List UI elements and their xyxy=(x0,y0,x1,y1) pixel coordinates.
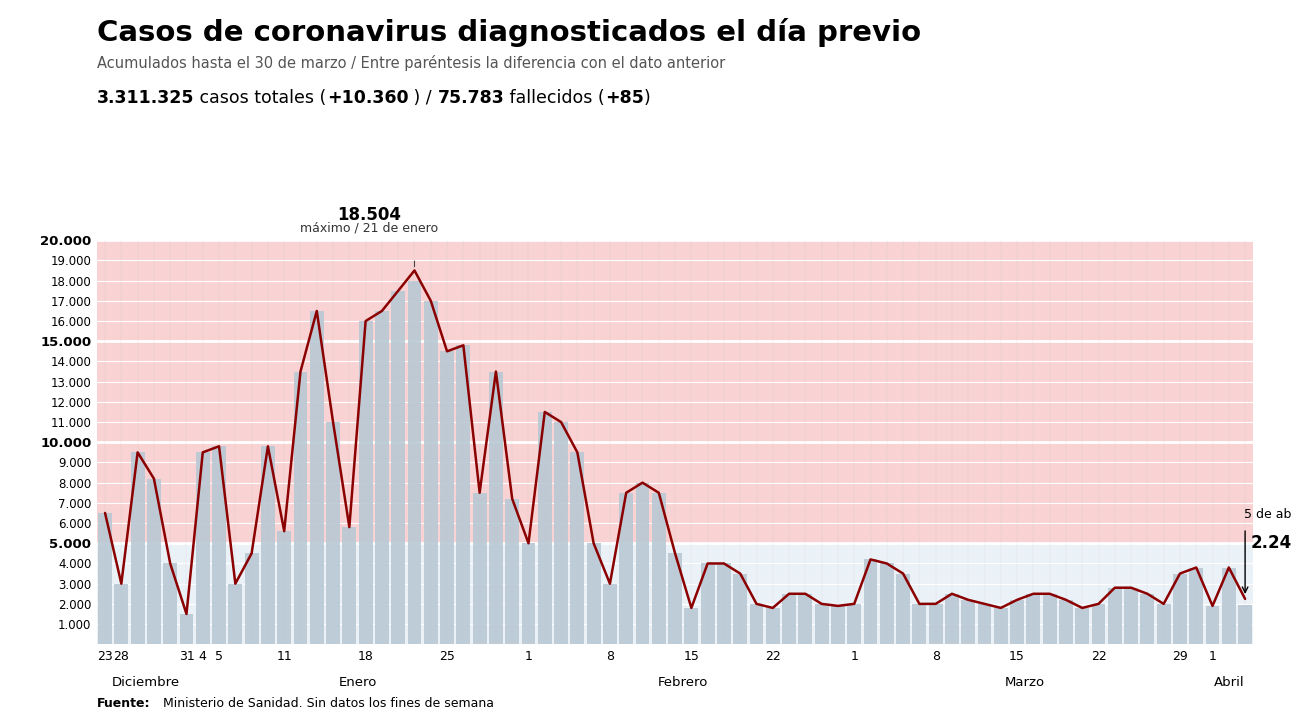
Bar xyxy=(749,604,764,644)
Bar xyxy=(1156,604,1171,644)
Bar xyxy=(196,452,209,644)
Bar xyxy=(522,543,535,644)
Bar xyxy=(488,371,503,644)
Bar xyxy=(212,446,226,644)
Bar xyxy=(978,604,991,644)
Bar xyxy=(685,608,698,644)
Bar xyxy=(929,604,943,644)
Bar xyxy=(97,240,1253,543)
Bar xyxy=(831,606,845,644)
Bar xyxy=(229,584,243,644)
Text: Abril: Abril xyxy=(1213,676,1244,689)
Bar xyxy=(261,446,275,644)
Text: Febrero: Febrero xyxy=(658,676,708,689)
Bar xyxy=(456,345,470,644)
Bar xyxy=(668,553,682,644)
Bar xyxy=(897,574,910,644)
Bar xyxy=(505,499,519,644)
Bar xyxy=(130,452,145,644)
Bar xyxy=(734,574,747,644)
Bar xyxy=(619,493,633,644)
Text: 2.247: 2.247 xyxy=(1251,534,1292,552)
Text: 75.783: 75.783 xyxy=(438,89,504,107)
Bar xyxy=(1222,568,1235,644)
Bar xyxy=(1124,587,1138,644)
Bar xyxy=(717,563,731,644)
Bar xyxy=(1173,574,1187,644)
Bar xyxy=(1238,605,1252,644)
Text: Marzo: Marzo xyxy=(1005,676,1045,689)
Bar xyxy=(441,352,453,644)
Bar xyxy=(115,584,128,644)
Text: Ministerio de Sanidad. Sin datos los fines de semana: Ministerio de Sanidad. Sin datos los fin… xyxy=(159,697,494,710)
Bar xyxy=(1107,587,1121,644)
Bar xyxy=(798,594,813,644)
Bar xyxy=(244,553,258,644)
Text: 5 de abril: 5 de abril xyxy=(1244,508,1292,521)
Bar xyxy=(326,422,340,644)
Text: 18.504: 18.504 xyxy=(337,205,402,223)
Bar xyxy=(603,584,616,644)
Bar xyxy=(1190,568,1203,644)
Bar xyxy=(1059,600,1072,644)
Bar xyxy=(97,543,1253,644)
Bar xyxy=(342,527,357,644)
Text: Diciembre: Diciembre xyxy=(111,676,180,689)
Bar xyxy=(293,371,307,644)
Bar xyxy=(912,604,926,644)
Bar xyxy=(1205,606,1220,644)
Text: máximo / 21 de enero: máximo / 21 de enero xyxy=(300,222,438,235)
Bar xyxy=(359,321,372,644)
Text: fallecidos (: fallecidos ( xyxy=(504,89,605,107)
Bar xyxy=(424,301,438,644)
Bar xyxy=(375,311,389,644)
Bar xyxy=(863,559,877,644)
Bar xyxy=(1010,600,1025,644)
Bar xyxy=(880,563,894,644)
Text: Fuente:: Fuente: xyxy=(97,697,150,710)
Bar xyxy=(554,422,568,644)
Bar xyxy=(1092,604,1106,644)
Bar xyxy=(147,478,160,644)
Text: casos totales (: casos totales ( xyxy=(194,89,327,107)
Bar xyxy=(1043,594,1057,644)
Bar xyxy=(537,412,552,644)
Text: ): ) xyxy=(643,89,650,107)
Bar xyxy=(944,594,959,644)
Bar xyxy=(278,531,291,644)
Text: 3.311.325: 3.311.325 xyxy=(97,89,194,107)
Bar xyxy=(587,543,601,644)
Bar xyxy=(994,608,1008,644)
Bar xyxy=(848,604,862,644)
Bar xyxy=(1026,594,1040,644)
Bar xyxy=(961,600,975,644)
Bar xyxy=(310,311,324,644)
Text: Casos de coronavirus diagnosticados el día previo: Casos de coronavirus diagnosticados el d… xyxy=(97,18,921,47)
Bar xyxy=(407,280,421,644)
Bar xyxy=(98,513,112,644)
Text: +85: +85 xyxy=(605,89,643,107)
Bar xyxy=(180,614,194,644)
Text: ) /: ) / xyxy=(408,89,438,107)
Bar xyxy=(571,452,584,644)
Bar xyxy=(473,493,487,644)
Bar xyxy=(652,493,665,644)
Text: +10.360: +10.360 xyxy=(327,89,408,107)
Bar xyxy=(782,594,796,644)
Bar xyxy=(163,563,177,644)
Bar xyxy=(636,483,650,644)
Bar xyxy=(700,563,714,644)
Text: Acumulados hasta el 30 de marzo / Entre paréntesis la diferencia con el dato ant: Acumulados hasta el 30 de marzo / Entre … xyxy=(97,55,725,71)
Text: Enero: Enero xyxy=(339,676,377,689)
Bar xyxy=(1141,594,1154,644)
Bar xyxy=(815,604,828,644)
Bar xyxy=(766,608,779,644)
Bar xyxy=(391,290,406,644)
Bar xyxy=(1075,608,1089,644)
